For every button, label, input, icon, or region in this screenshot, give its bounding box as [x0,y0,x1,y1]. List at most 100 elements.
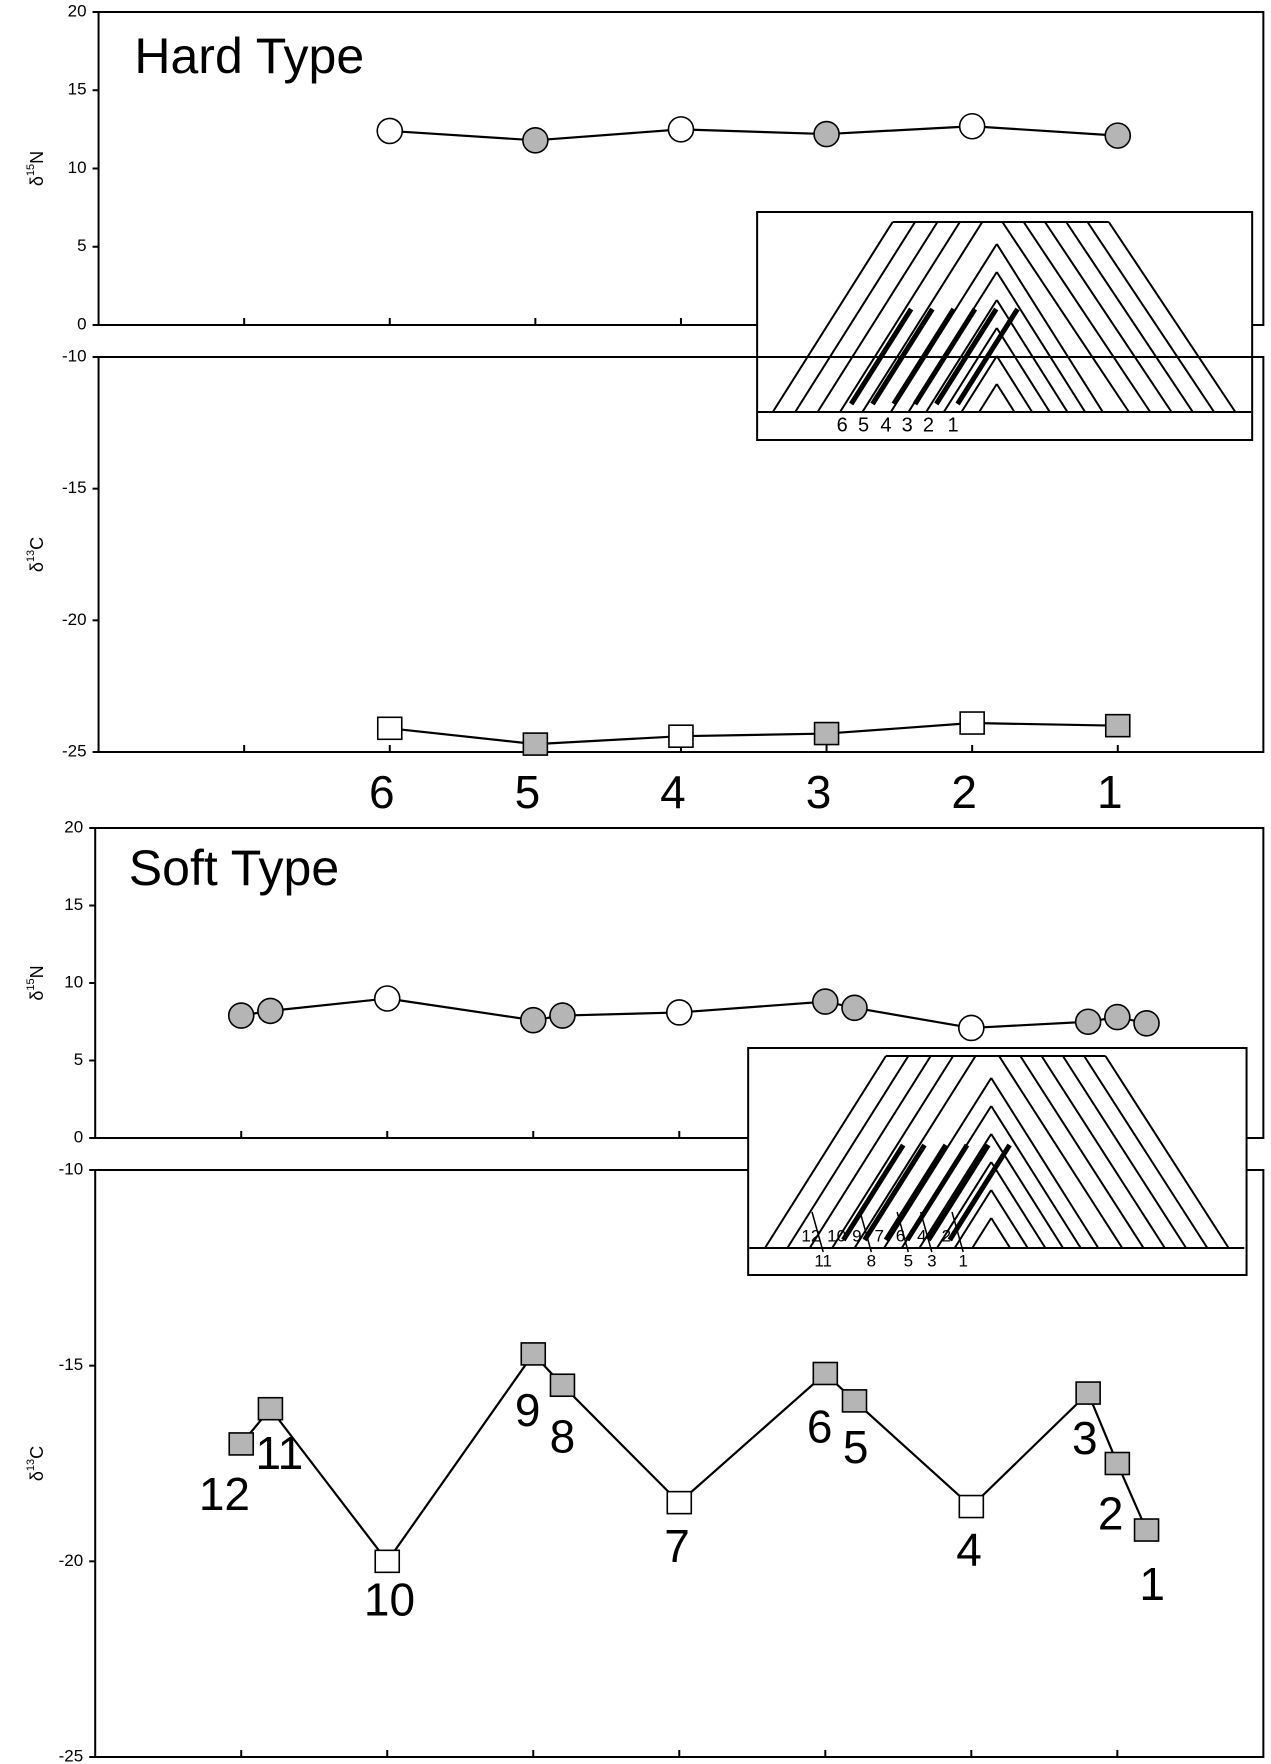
data-point [667,1000,692,1025]
inset-label: 1 [958,1251,967,1270]
point-label: 9 [515,1384,541,1436]
y-axis-label: δ15N [25,151,47,186]
series-line [390,126,1118,140]
inset-label: 7 [874,1226,883,1245]
point-label: 6 [369,766,395,818]
data-point [669,725,693,747]
data-point [377,118,402,143]
y-tick-label: -20 [62,610,87,629]
data-point [959,1496,983,1518]
inset-label: 6 [837,414,848,436]
y-tick-label: 0 [77,314,86,333]
data-point [1076,1009,1101,1034]
data-point [550,1003,575,1028]
data-point [258,998,283,1023]
data-point [1134,1011,1159,1036]
point-label: 4 [956,1524,982,1576]
data-point [960,712,984,734]
y-label-base: C [27,537,47,550]
inset-label: 9 [852,1226,861,1245]
point-label: 10 [364,1573,415,1625]
inset-label: 2 [923,414,934,436]
point-label: 3 [1072,1412,1098,1464]
data-point [229,1003,254,1028]
y-label-base: N [27,965,47,978]
point-label: 2 [1098,1488,1124,1540]
panel-title: Soft Type [129,840,339,896]
data-point [842,995,867,1020]
y-label-prefix: δ [27,562,47,572]
data-point [1135,1519,1159,1541]
data-point [1106,715,1130,737]
y-label-base: C [27,1446,47,1459]
data-point [378,717,402,739]
y-tick-label: 20 [68,1,87,20]
data-point [959,1015,984,1040]
y-tick-label: -10 [62,346,87,365]
data-point [1105,123,1130,148]
data-point [813,1362,837,1384]
point-label: 3 [806,766,832,818]
y-tick-label: -10 [59,1159,84,1178]
data-point [668,117,693,142]
data-point [1105,1453,1129,1475]
y-label-prefix: δ [27,991,47,1001]
inset: 121097642118531 [748,1048,1246,1275]
data-point [814,122,839,147]
y-tick-label: -15 [59,1355,84,1374]
y-label-base: N [27,151,47,164]
inset-label: 8 [867,1251,876,1270]
data-point [523,733,547,755]
point-label: 12 [199,1468,250,1520]
y-tick-label: -20 [59,1551,84,1570]
inset-label: 5 [858,414,869,436]
data-point [1076,1382,1100,1404]
y-axis-label: δ13C [25,1446,47,1481]
y-tick-label: 15 [68,80,87,99]
y-axis-label: δ13C [25,537,47,572]
y-tick-label: -25 [59,1746,84,1764]
y-label-prefix: δ [27,176,47,186]
point-label: 2 [951,766,977,818]
y-tick-label: 0 [74,1127,83,1146]
inset-label: 2 [942,1226,951,1245]
data-point [229,1433,253,1455]
data-point [667,1492,691,1514]
y-tick-label: 5 [74,1050,83,1069]
series-line [390,723,1118,744]
y-tick-label: -25 [62,741,87,760]
data-point [375,1550,399,1572]
y-tick-label: -15 [62,478,87,497]
y-tick-label: 5 [77,236,86,255]
y-label-sup: 15 [25,978,37,990]
data-point [521,1343,545,1365]
y-tick-label: 15 [64,895,83,914]
inset-label: 11 [814,1251,832,1270]
y-label-sup: 13 [25,550,37,562]
y-tick-label: 20 [64,817,83,836]
data-point [521,1008,546,1033]
point-label: 4 [660,766,686,818]
point-label: 1 [1139,1558,1165,1610]
data-point [1105,1005,1130,1030]
data-point [258,1398,282,1420]
panel-title: Hard Type [134,28,364,84]
inset: 654321 [757,212,1252,440]
point-label: 11 [256,1427,304,1479]
data-point [815,723,839,745]
point-label: 7 [664,1520,690,1572]
inset-label: 5 [904,1251,913,1270]
inset-label: 10 [827,1226,846,1245]
inset-label: 3 [927,1251,936,1270]
data-point [550,1374,574,1396]
inset-label: 4 [880,414,891,436]
inset-label: 3 [902,414,913,436]
y-tick-label: 10 [68,158,87,177]
point-label: 5 [843,1421,869,1473]
y-label-prefix: δ [27,1471,47,1481]
y-label-sup: 15 [25,164,37,176]
figure: 05101520δ15NHard Type654321-25-20-15-10δ… [0,0,1271,1764]
point-label: 6 [807,1401,833,1453]
series-line [241,1354,1146,1561]
data-point [523,128,548,153]
